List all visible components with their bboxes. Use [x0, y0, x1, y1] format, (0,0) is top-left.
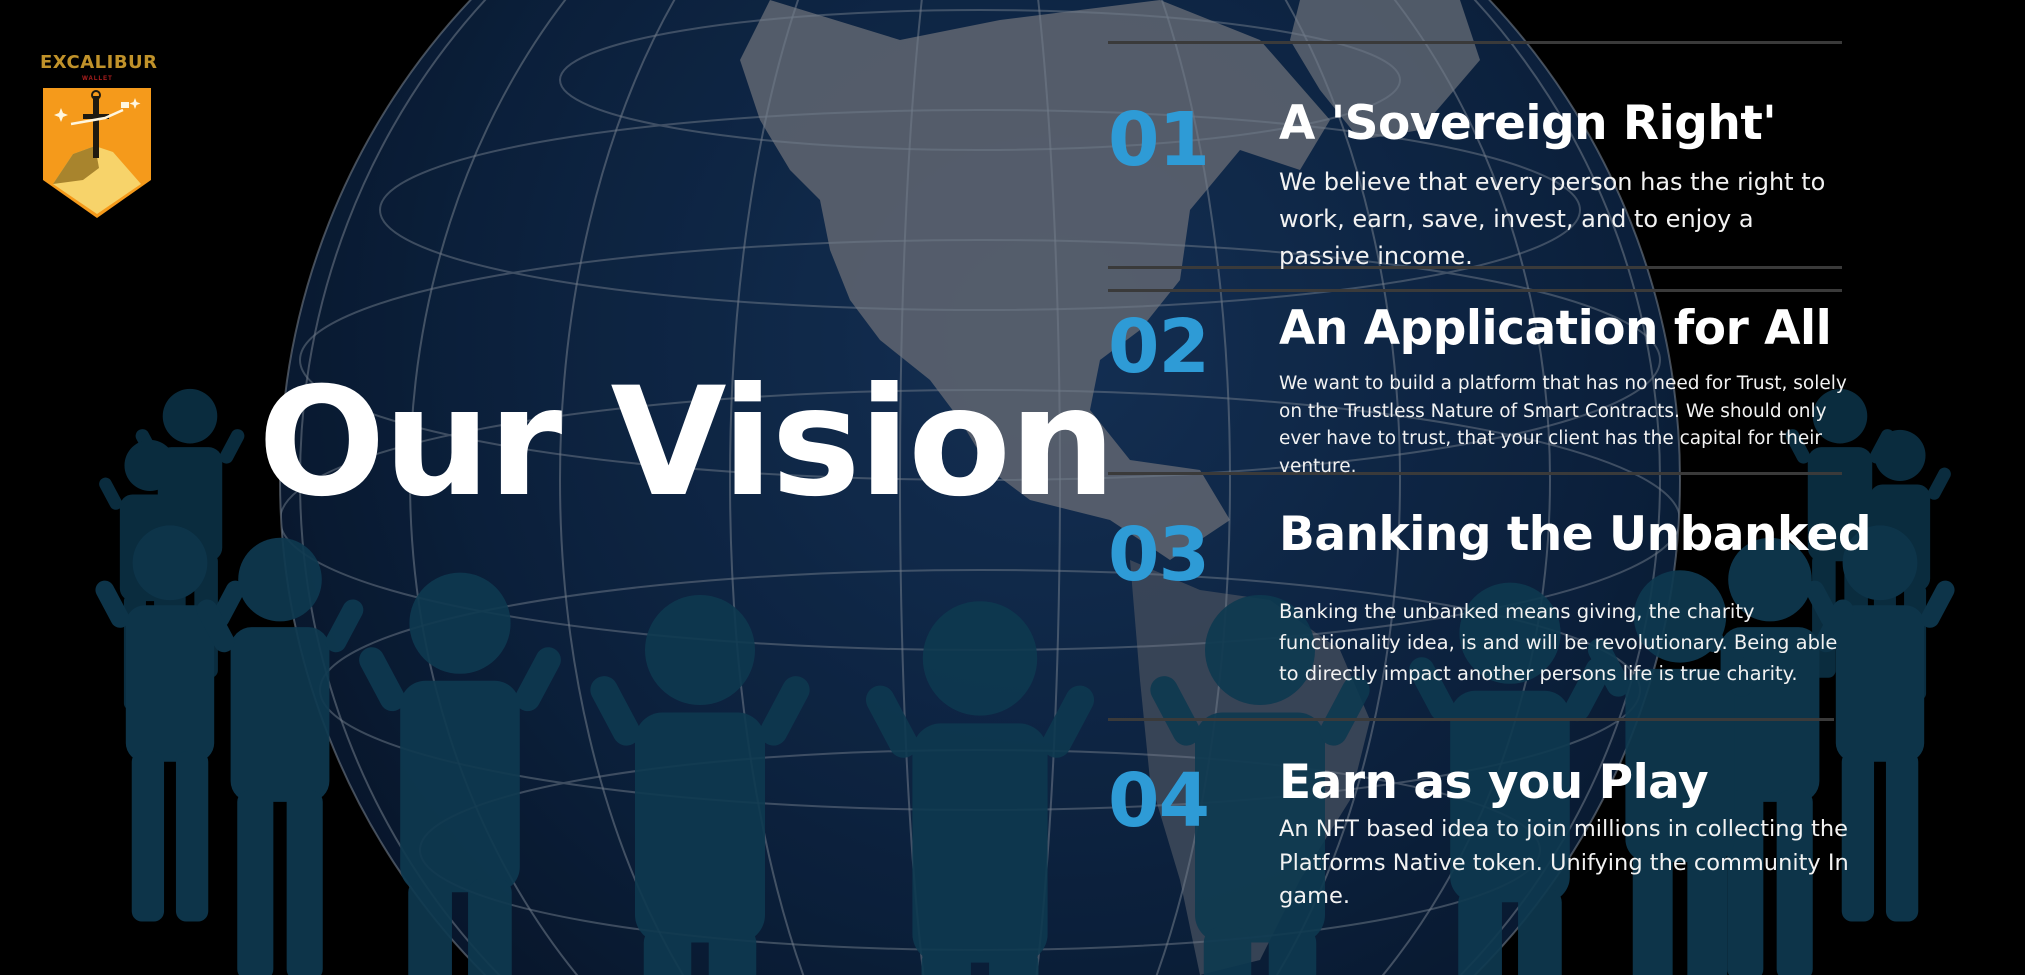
item-heading: Banking the Unbanked	[1279, 507, 1871, 562]
item-number: 01	[1108, 97, 1210, 183]
sword-in-stone-shield-icon	[43, 88, 151, 218]
divider	[1108, 289, 1842, 292]
item-heading: Earn as you Play	[1279, 755, 1709, 810]
logo-wordmark: EXCALIBUR	[40, 52, 158, 73]
item-heading: A 'Sovereign Right'	[1279, 96, 1777, 151]
item-description: We believe that every person has the rig…	[1279, 168, 1826, 270]
item-number: 02	[1108, 304, 1210, 390]
divider	[1108, 41, 1842, 44]
item-description: Banking the unbanked means giving, the c…	[1279, 600, 1838, 685]
brand-logo[interactable]: EXCALIBUR WALLET	[40, 52, 158, 218]
divider	[1108, 718, 1834, 721]
item-description: We want to build a platform that has no …	[1279, 373, 1847, 477]
item-number: 04	[1108, 758, 1210, 844]
logo-subtext: WALLET	[82, 76, 113, 82]
item-number: 03	[1108, 512, 1210, 598]
item-description: An NFT based idea to join millions in co…	[1279, 816, 1849, 909]
page-title: Our Vision	[258, 356, 1116, 530]
divider	[1108, 472, 1842, 475]
item-heading: An Application for All	[1279, 301, 1832, 356]
divider	[1108, 266, 1842, 269]
